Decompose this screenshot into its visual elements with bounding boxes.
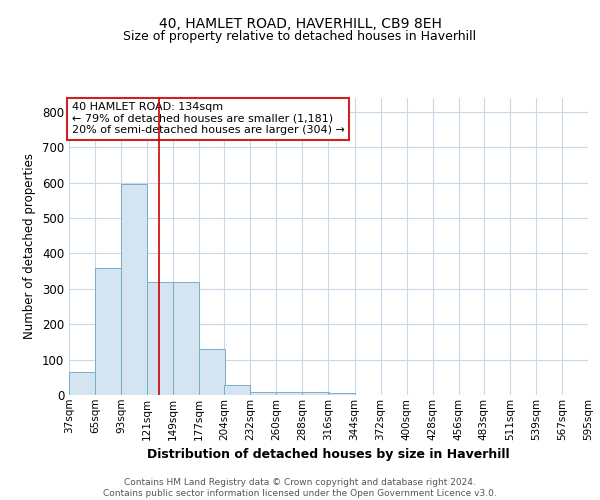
Text: 40 HAMLET ROAD: 134sqm
← 79% of detached houses are smaller (1,181)
20% of semi-: 40 HAMLET ROAD: 134sqm ← 79% of detached…: [71, 102, 344, 135]
Bar: [277, 392, 302, 395]
Text: 40, HAMLET ROAD, HAVERHILL, CB9 8EH: 40, HAMLET ROAD, HAVERHILL, CB9 8EH: [158, 18, 442, 32]
Bar: [69, 372, 95, 395]
Y-axis label: Number of detached properties: Number of detached properties: [23, 153, 37, 340]
Bar: [224, 385, 250, 395]
Bar: [250, 392, 277, 395]
Bar: [199, 349, 225, 395]
Bar: [173, 282, 199, 395]
Bar: [302, 392, 329, 395]
Bar: [95, 268, 121, 395]
Text: Contains HM Land Registry data © Crown copyright and database right 2024.
Contai: Contains HM Land Registry data © Crown c…: [103, 478, 497, 498]
X-axis label: Distribution of detached houses by size in Haverhill: Distribution of detached houses by size …: [147, 448, 510, 461]
Bar: [147, 282, 173, 395]
Bar: [329, 393, 355, 395]
Bar: [121, 184, 147, 395]
Text: Size of property relative to detached houses in Haverhill: Size of property relative to detached ho…: [124, 30, 476, 43]
